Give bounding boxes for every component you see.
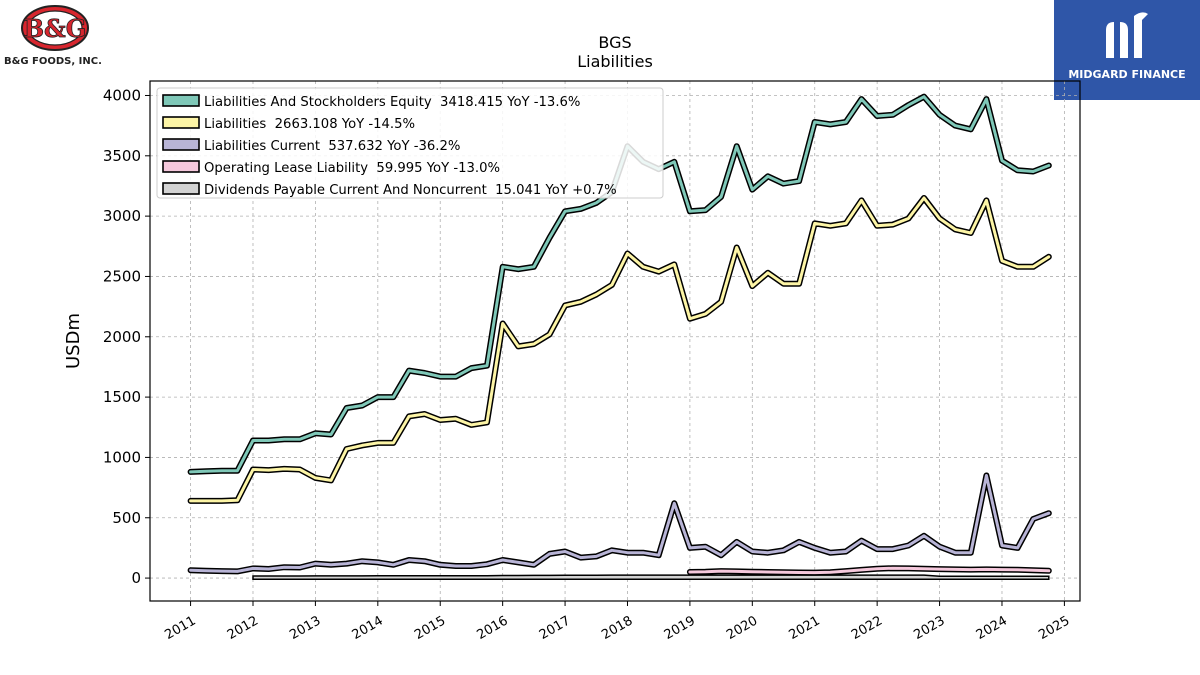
plot-frame [149,80,1081,602]
series-line-lease [688,566,1051,575]
partner-logo-icon [1106,12,1148,58]
legend: Liabilities And Stockholders Equity 3418… [156,87,664,199]
x-tick-label: 2016 [474,613,510,643]
x-tick-label: 2014 [350,613,386,643]
x-tick-label: 2012 [225,613,261,643]
series-layer [187,93,1052,581]
x-tick-label: 2015 [412,613,448,643]
company-logo: B&G B&G FOODS, INC. [0,0,120,75]
series-line-current [189,474,1051,573]
x-tick-label: 2020 [724,613,760,643]
x-tick-label: 2019 [662,613,698,643]
x-tick-label: 2021 [787,613,823,643]
x-tick-label: 2024 [974,613,1010,643]
logo-mark-text: B&G [24,14,86,43]
series-line-liabilities [189,196,1051,503]
y-tick-label: 3000 [103,207,141,225]
partner-logo: MIDGARD FINANCE [1054,0,1200,100]
company-logo-mark: B&G [21,5,89,51]
legend-swatch-equity [162,94,200,107]
legend-swatch-liabilities [162,116,200,129]
legend-label-lease: Operating Lease Liability 59.995 YoY -13… [204,161,500,176]
y-tick-label: 1500 [103,388,141,406]
legend-swatch-lease [162,160,200,173]
x-tick-label: 2022 [849,613,885,643]
x-tick-label: 2018 [599,613,635,643]
legend-label-liabilities: Liabilities 2663.108 YoY -14.5% [204,117,415,132]
series-outline-current [187,472,1052,575]
y-tick-label: 2000 [103,328,141,346]
y-tick-label: 1000 [103,448,141,466]
series-line-dividends [252,574,1050,581]
y-tick-label: 3500 [103,147,141,165]
company-logo-text: B&G FOODS, INC. [4,56,102,67]
legend-swatch-dividends [162,182,200,195]
y-tick-label: 2500 [103,267,141,285]
x-tick-label: 2025 [1036,613,1072,643]
legend-swatch-current [162,138,200,151]
x-tick-label: 2017 [537,613,573,643]
y-tick-label: 500 [112,509,141,527]
legend-label-current: Liabilities Current 537.632 YoY -36.2% [204,139,460,154]
chart-subtitle: Liabilities [577,52,653,71]
y-axis-label: USDm [63,313,84,369]
legend-label-equity: Liabilities And Stockholders Equity 3418… [204,95,580,110]
partner-logo-text: MIDGARD FINANCE [1068,68,1186,81]
y-tick-label: 0 [131,569,141,587]
series-outline-liabilities [187,195,1052,504]
x-tick-label: 2013 [287,613,323,643]
y-tick-label: 4000 [103,86,141,104]
legend-label-dividends: Dividends Payable Current And Noncurrent… [204,183,617,198]
chart-title: BGS [598,33,632,52]
legend-box [156,87,664,199]
x-tick-label: 2023 [911,613,947,643]
x-tick-label: 2011 [162,613,198,643]
